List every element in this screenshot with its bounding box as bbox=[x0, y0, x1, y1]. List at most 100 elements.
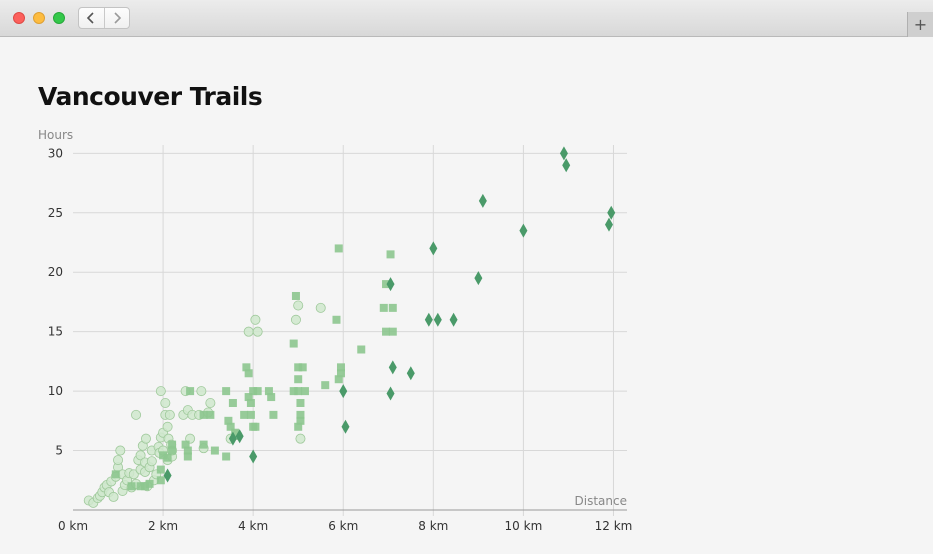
data-point-circle bbox=[146, 456, 157, 467]
data-point-diamond bbox=[163, 468, 172, 483]
y-tick-label: 30 bbox=[48, 146, 63, 160]
data-point-square bbox=[382, 280, 391, 289]
data-point-square bbox=[267, 393, 276, 402]
data-point-square bbox=[294, 387, 303, 396]
data-point-square bbox=[246, 398, 255, 407]
data-point-diamond bbox=[388, 360, 397, 375]
data-point-diamond bbox=[429, 241, 438, 256]
data-point-diamond bbox=[339, 384, 348, 399]
data-point-square bbox=[242, 363, 251, 372]
data-point-square bbox=[379, 303, 388, 312]
forward-button[interactable] bbox=[103, 8, 130, 28]
data-point-square bbox=[294, 422, 303, 431]
back-button[interactable] bbox=[79, 8, 104, 28]
data-point-square bbox=[336, 369, 345, 378]
data-point-square bbox=[226, 422, 235, 431]
data-point-diamond bbox=[559, 146, 568, 161]
data-point-square bbox=[240, 410, 249, 419]
data-point-diamond bbox=[604, 217, 613, 232]
data-point-circle bbox=[252, 326, 263, 337]
data-point-square bbox=[222, 387, 231, 396]
data-point-diamond bbox=[607, 205, 616, 220]
data-point-diamond bbox=[478, 193, 487, 208]
data-point-diamond bbox=[386, 277, 395, 292]
x-axis-label: Distance bbox=[575, 494, 627, 508]
data-point-circle bbox=[290, 314, 301, 325]
data-point-square bbox=[264, 387, 273, 396]
data-point-square bbox=[296, 398, 305, 407]
data-point-circle bbox=[243, 326, 254, 337]
data-point-square bbox=[206, 410, 215, 419]
data-point-square bbox=[294, 363, 303, 372]
data-point-circle bbox=[293, 300, 304, 311]
data-point-square bbox=[199, 410, 208, 419]
maximize-window-button[interactable] bbox=[53, 12, 65, 24]
minimize-window-button[interactable] bbox=[33, 12, 45, 24]
close-window-button[interactable] bbox=[13, 12, 25, 24]
data-point-square bbox=[336, 363, 345, 372]
data-point-circle bbox=[250, 314, 261, 325]
data-point-square bbox=[388, 327, 397, 336]
data-point-diamond bbox=[449, 312, 458, 327]
data-point-square bbox=[300, 387, 309, 396]
chevron-left-icon bbox=[87, 12, 94, 24]
data-point-square bbox=[246, 410, 255, 419]
x-axis-ticks: 0 km 2 km 4 km 6 km 8 km 10 km 12 km bbox=[58, 519, 632, 533]
data-point-circle bbox=[108, 491, 119, 502]
data-point-square bbox=[289, 339, 298, 348]
data-point-square bbox=[296, 416, 305, 425]
data-points bbox=[83, 146, 616, 508]
data-point-square bbox=[199, 440, 208, 449]
plus-icon: + bbox=[913, 15, 928, 34]
x-tick-label: 2 km bbox=[148, 519, 178, 533]
data-point-square bbox=[159, 451, 168, 460]
data-point-square bbox=[244, 393, 253, 402]
data-point-diamond bbox=[341, 419, 350, 434]
data-point-circle bbox=[160, 397, 171, 408]
page-title: Vancouver Trails bbox=[38, 82, 263, 111]
data-point-square bbox=[228, 398, 237, 407]
data-point-square bbox=[296, 410, 305, 419]
data-point-square bbox=[141, 482, 150, 491]
data-point-square bbox=[222, 452, 231, 461]
data-point-square bbox=[163, 453, 172, 462]
data-point-square bbox=[183, 446, 192, 455]
data-point-circle bbox=[115, 445, 126, 456]
y-tick-label: 20 bbox=[48, 265, 63, 279]
data-point-square bbox=[127, 482, 136, 491]
data-point-diamond bbox=[433, 312, 442, 327]
data-point-diamond bbox=[249, 449, 258, 464]
data-point-square bbox=[111, 470, 120, 479]
data-point-square bbox=[332, 315, 341, 324]
x-tick-label: 10 km bbox=[505, 519, 543, 533]
data-point-circle bbox=[131, 409, 142, 420]
data-point-circle bbox=[315, 302, 326, 313]
data-point-diamond bbox=[474, 271, 483, 286]
data-point-square bbox=[224, 416, 233, 425]
data-point-diamond bbox=[519, 223, 528, 238]
data-point-square bbox=[253, 387, 262, 396]
data-point-square bbox=[251, 422, 260, 431]
new-tab-button[interactable]: + bbox=[907, 12, 933, 37]
data-point-circle bbox=[135, 450, 146, 461]
data-point-square bbox=[156, 476, 165, 485]
data-point-square bbox=[289, 387, 298, 396]
data-point-circle bbox=[162, 421, 173, 432]
data-point-square bbox=[386, 250, 395, 259]
x-tick-label: 12 km bbox=[595, 519, 633, 533]
data-point-square bbox=[168, 440, 177, 449]
data-point-circle bbox=[128, 469, 139, 480]
data-point-square bbox=[388, 303, 397, 312]
data-point-square bbox=[183, 452, 192, 461]
data-point-square bbox=[291, 291, 300, 300]
x-tick-label: 4 km bbox=[238, 519, 268, 533]
page-content: Vancouver Trails bbox=[0, 37, 933, 554]
data-point-square bbox=[181, 440, 190, 449]
data-point-diamond bbox=[562, 158, 571, 173]
y-tick-label: 10 bbox=[48, 384, 63, 398]
data-point-square bbox=[136, 482, 145, 491]
x-tick-label: 8 km bbox=[418, 519, 448, 533]
data-point-square bbox=[334, 244, 343, 253]
data-point-diamond bbox=[386, 386, 395, 401]
data-point-square bbox=[334, 375, 343, 384]
